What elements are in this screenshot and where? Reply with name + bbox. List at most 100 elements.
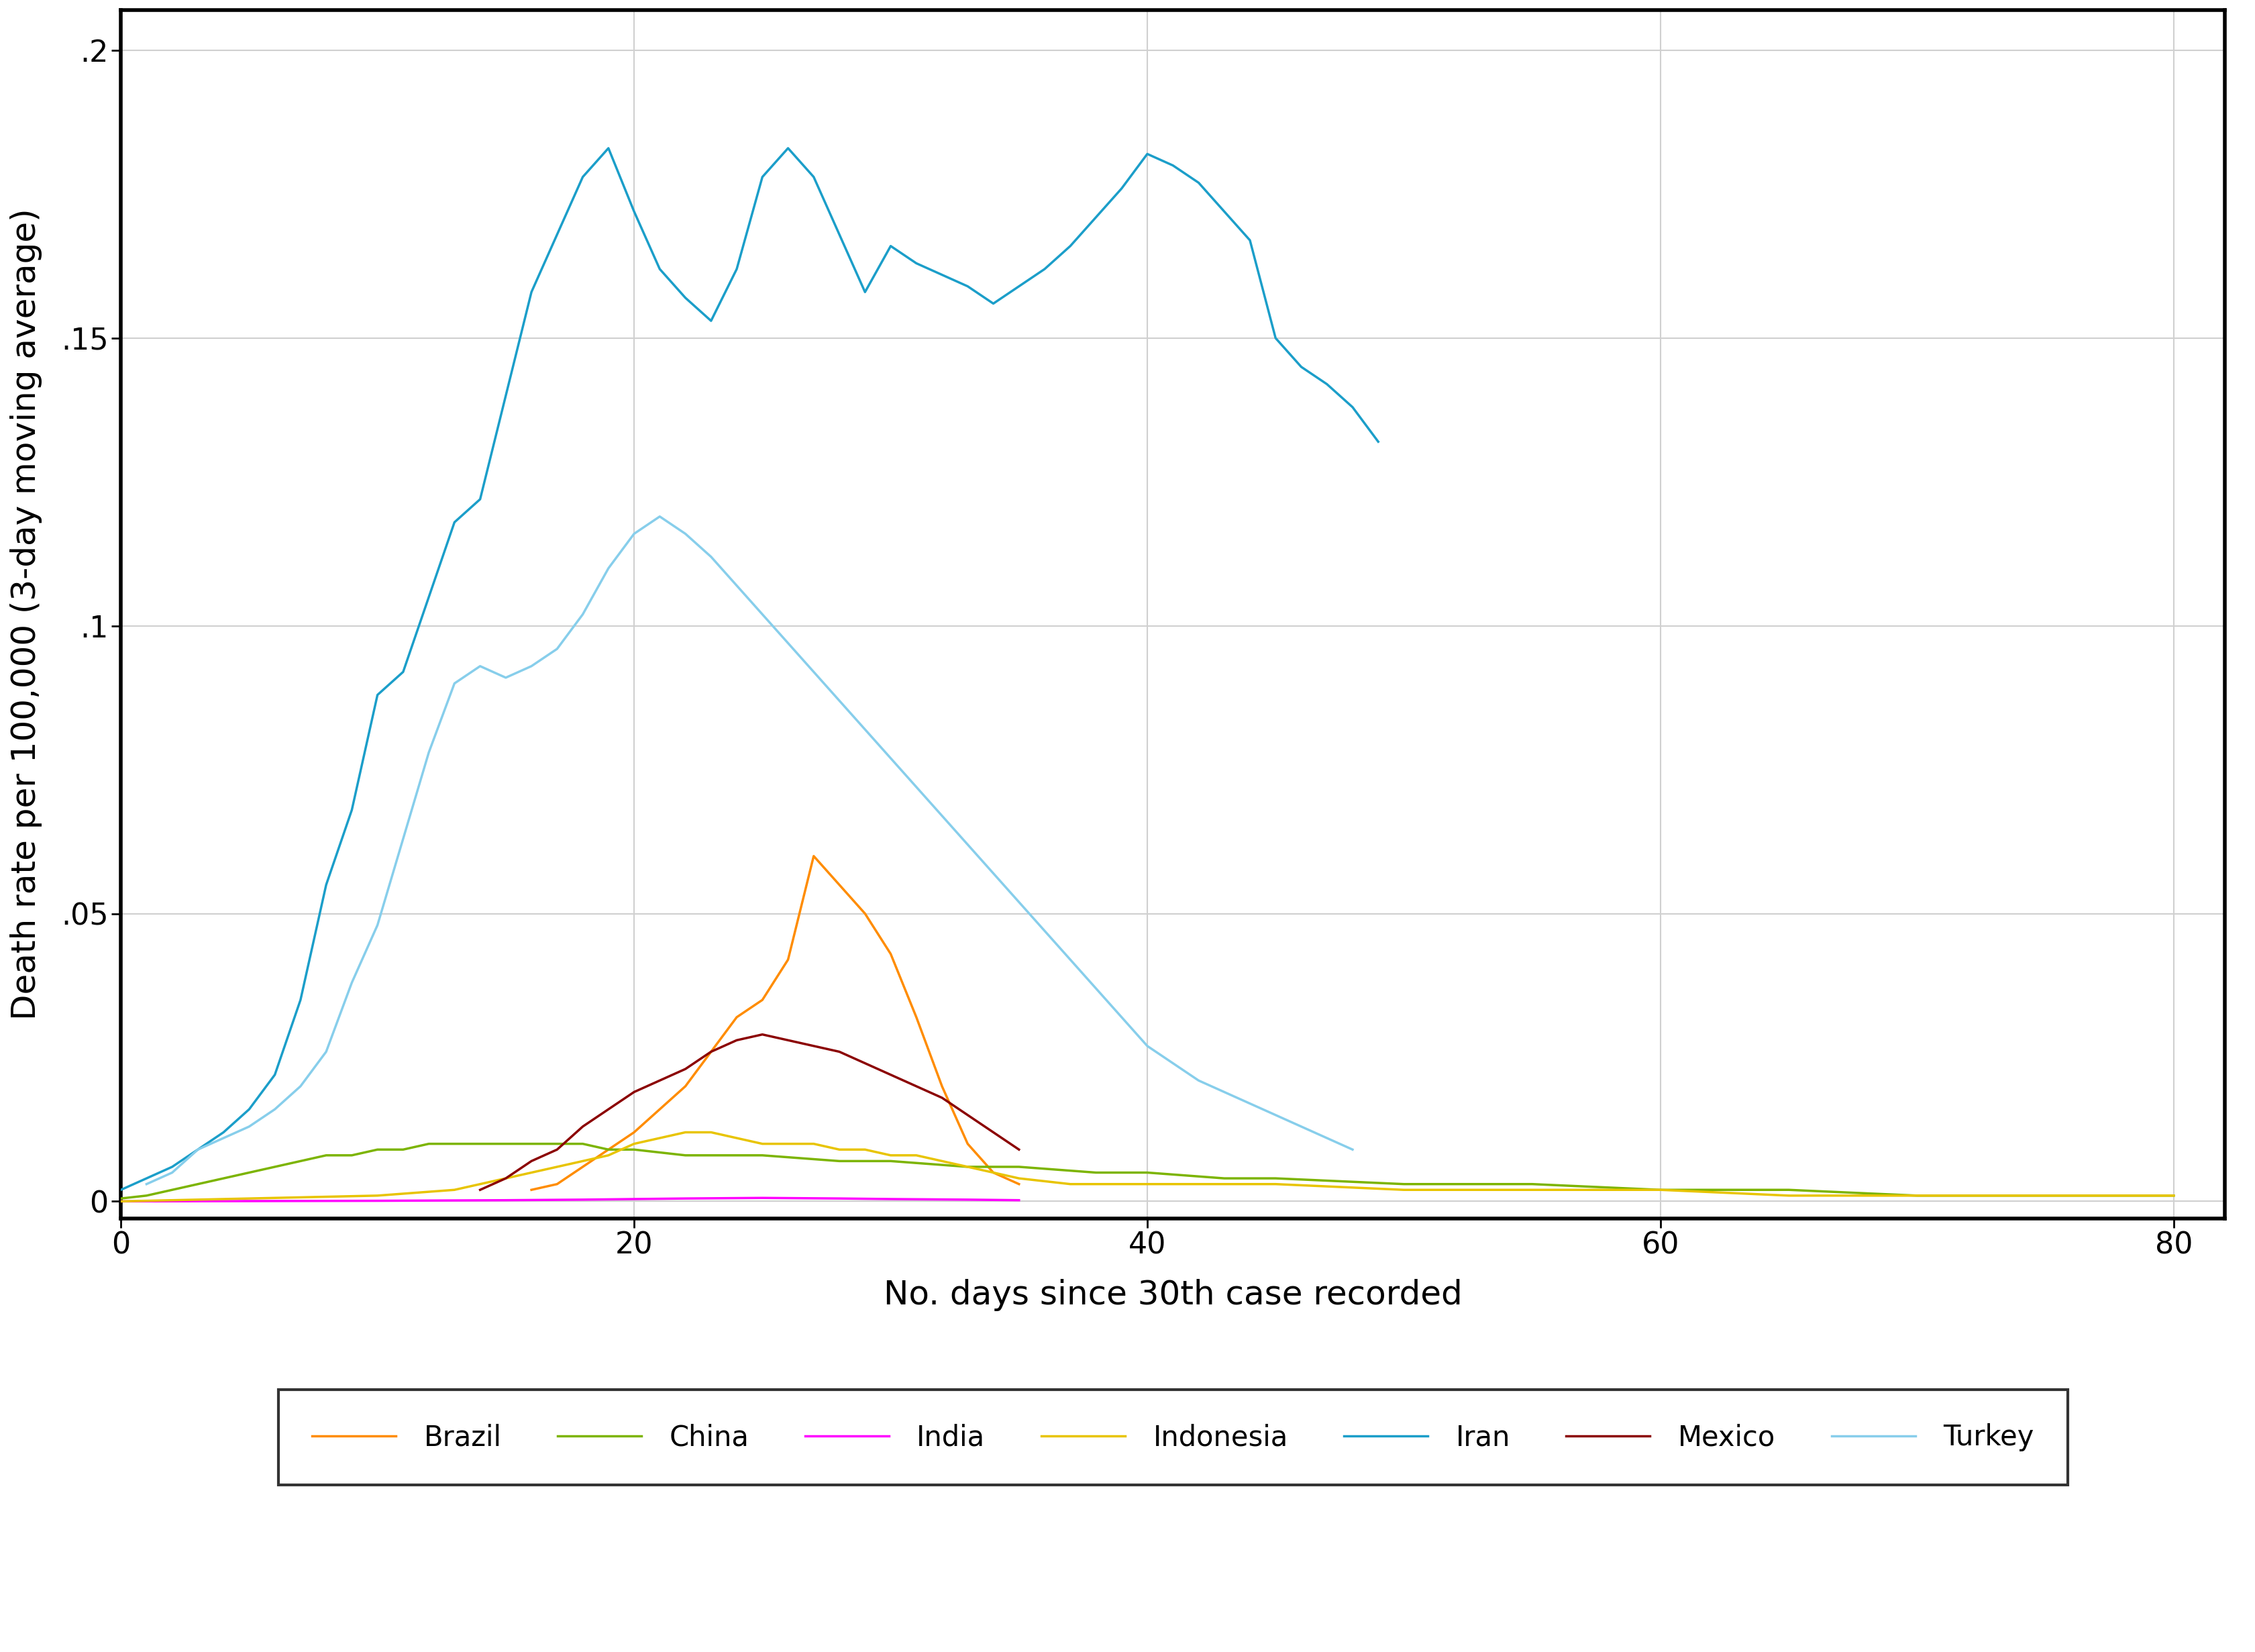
India — [825, 1188, 852, 1208]
India — [620, 1189, 647, 1209]
Turkey — [801, 662, 828, 682]
Mexico — [519, 1151, 546, 1171]
Brazil — [543, 1175, 571, 1194]
China — [1518, 1175, 1545, 1194]
Brazil — [568, 1156, 595, 1176]
Turkey — [363, 915, 390, 935]
Turkey — [1082, 978, 1109, 998]
Line: Brazil: Brazil — [532, 856, 1019, 1189]
Iran — [697, 311, 724, 330]
Iran — [185, 1140, 212, 1160]
Mexico — [850, 1054, 877, 1074]
Brazil — [877, 943, 904, 963]
Iran — [286, 990, 313, 1009]
Indonesia — [363, 1186, 390, 1206]
Iran — [645, 259, 672, 279]
Turkey — [1134, 1036, 1161, 1056]
Indonesia — [1775, 1186, 1802, 1206]
Turkey — [1055, 950, 1082, 970]
Brazil — [620, 1122, 647, 1142]
Turkey — [467, 656, 494, 676]
Indonesia — [1134, 1175, 1161, 1194]
Iran — [1055, 236, 1082, 256]
China — [954, 1156, 981, 1176]
Iran — [902, 253, 929, 273]
India — [108, 1191, 135, 1211]
Indonesia — [467, 1175, 494, 1194]
India — [954, 1189, 981, 1209]
Turkey — [825, 691, 852, 710]
China — [390, 1140, 417, 1160]
Mexico — [568, 1117, 595, 1137]
Turkey — [1006, 892, 1033, 912]
Iran — [133, 1168, 160, 1188]
India — [235, 1191, 262, 1211]
Iran — [235, 1099, 262, 1118]
India — [568, 1189, 595, 1209]
Turkey — [415, 742, 442, 762]
Indonesia — [1006, 1168, 1033, 1188]
China — [185, 1175, 212, 1194]
Turkey — [1288, 1117, 1315, 1137]
India — [749, 1188, 776, 1208]
Indonesia — [697, 1122, 724, 1142]
India — [492, 1191, 519, 1211]
Indonesia — [801, 1133, 828, 1153]
China — [210, 1168, 237, 1188]
Line: China: China — [122, 1143, 2174, 1198]
Turkey — [185, 1140, 212, 1160]
Indonesia — [1903, 1186, 1930, 1206]
Mexico — [492, 1168, 519, 1188]
Turkey — [672, 524, 699, 544]
X-axis label: No. days since 30th case recorded: No. days since 30th case recorded — [884, 1279, 1461, 1312]
China — [1263, 1168, 1290, 1188]
Mexico — [620, 1082, 647, 1102]
Iran — [158, 1156, 185, 1176]
Iran — [543, 225, 571, 244]
Turkey — [262, 1099, 289, 1118]
Iran — [877, 236, 904, 256]
Indonesia — [568, 1151, 595, 1171]
Mexico — [801, 1036, 828, 1056]
Iran — [1312, 375, 1339, 395]
China — [1389, 1175, 1416, 1194]
Indonesia — [2032, 1186, 2059, 1206]
China — [1006, 1156, 1033, 1176]
China — [158, 1180, 185, 1199]
Iran — [724, 259, 751, 279]
Y-axis label: Death rate per 100,000 (3-day moving average): Death rate per 100,000 (3-day moving ave… — [9, 208, 43, 1021]
Turkey — [645, 507, 672, 527]
Brazil — [773, 950, 801, 970]
Iran — [338, 800, 365, 819]
Iran — [1339, 396, 1367, 416]
Mexico — [825, 1042, 852, 1062]
Indonesia — [2160, 1186, 2187, 1206]
Line: Iran: Iran — [122, 149, 1378, 1189]
Line: Indonesia: Indonesia — [122, 1132, 2174, 1201]
India — [363, 1191, 390, 1211]
Indonesia — [877, 1145, 904, 1165]
Iran — [467, 489, 494, 509]
Mexico — [929, 1089, 956, 1108]
Mexico — [595, 1099, 622, 1118]
Iran — [1288, 357, 1315, 377]
Iran — [1006, 276, 1033, 296]
China — [1082, 1163, 1109, 1183]
Turkey — [595, 558, 622, 578]
Turkey — [440, 674, 467, 694]
Iran — [1263, 329, 1290, 349]
China — [262, 1156, 289, 1176]
Turkey — [1263, 1105, 1290, 1125]
Mexico — [543, 1140, 571, 1160]
Turkey — [929, 806, 956, 826]
Brazil — [1006, 1175, 1033, 1194]
China — [338, 1145, 365, 1165]
Iran — [108, 1180, 135, 1199]
Indonesia — [724, 1128, 751, 1148]
China — [415, 1133, 442, 1153]
Brazil — [801, 846, 828, 866]
India — [877, 1189, 904, 1209]
Indonesia — [440, 1180, 467, 1199]
Turkey — [390, 829, 417, 849]
Indonesia — [954, 1156, 981, 1176]
